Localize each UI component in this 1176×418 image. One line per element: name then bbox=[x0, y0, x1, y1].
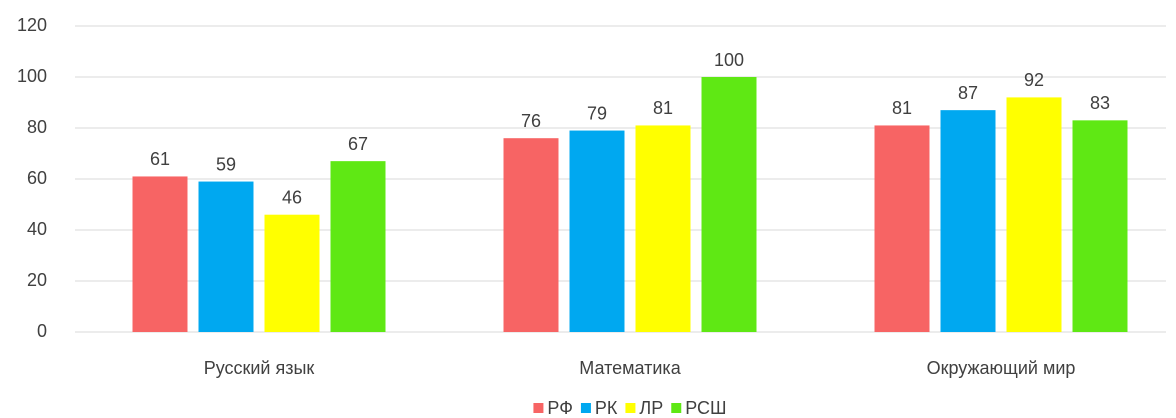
legend-label: РСШ bbox=[685, 398, 726, 418]
value-label: 100 bbox=[714, 50, 744, 70]
bar bbox=[132, 176, 188, 332]
bar bbox=[1006, 97, 1062, 333]
bar bbox=[940, 110, 996, 333]
value-label: 79 bbox=[587, 103, 607, 123]
value-label: 87 bbox=[958, 83, 978, 103]
legend-label: ЛР bbox=[639, 398, 663, 418]
y-tick-label: 100 bbox=[17, 66, 47, 86]
y-tick-label: 60 bbox=[27, 168, 47, 188]
value-label: 81 bbox=[892, 98, 912, 118]
bar bbox=[569, 130, 625, 332]
y-tick-label: 80 bbox=[27, 117, 47, 137]
legend-swatch bbox=[533, 403, 544, 413]
y-tick-label: 0 bbox=[37, 321, 47, 341]
bar bbox=[330, 161, 386, 332]
x-tick-label: Окружающий мир bbox=[927, 358, 1076, 378]
value-label: 92 bbox=[1024, 70, 1044, 90]
bar bbox=[198, 181, 254, 332]
legend: РФ РК ЛР РСШ bbox=[533, 398, 727, 418]
x-tick-label: Русский язык bbox=[204, 358, 315, 378]
legend-swatch bbox=[580, 403, 591, 413]
y-tick-label: 40 bbox=[27, 219, 47, 239]
value-label: 81 bbox=[653, 98, 673, 118]
value-label: 67 bbox=[348, 134, 368, 154]
value-label: 76 bbox=[521, 111, 541, 131]
value-label: 59 bbox=[216, 154, 236, 174]
value-label: 61 bbox=[150, 149, 170, 169]
legend-label: РК bbox=[595, 398, 618, 418]
y-tick-label: 20 bbox=[27, 270, 47, 290]
bar bbox=[635, 125, 691, 332]
bar bbox=[264, 214, 320, 332]
x-tick-label: Математика bbox=[579, 358, 681, 378]
bar bbox=[874, 125, 930, 332]
value-label: 46 bbox=[282, 187, 302, 207]
legend-swatch bbox=[671, 403, 682, 413]
legend-label: РФ bbox=[547, 398, 573, 418]
value-label: 83 bbox=[1090, 93, 1110, 113]
bar bbox=[701, 77, 757, 332]
bar bbox=[1072, 120, 1128, 332]
legend-swatch bbox=[625, 403, 636, 413]
y-tick-label: 120 bbox=[17, 15, 47, 35]
bar bbox=[503, 138, 559, 332]
